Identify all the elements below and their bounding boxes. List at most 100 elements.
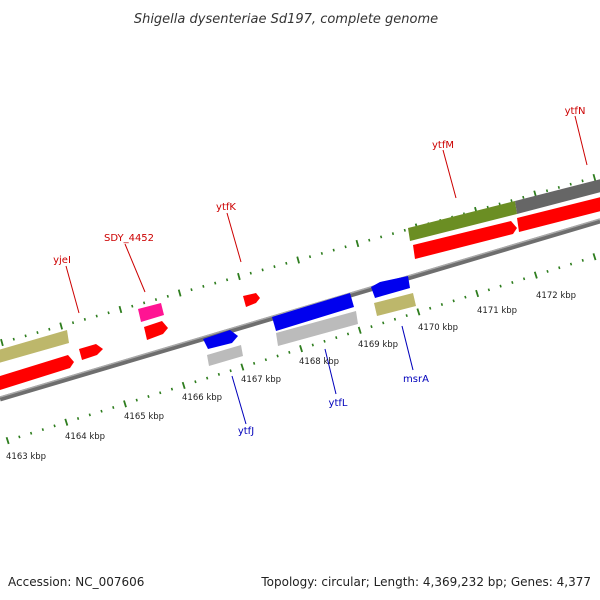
- major-tick: [357, 326, 362, 334]
- minor-tick: [320, 251, 323, 255]
- minor-tick: [393, 317, 397, 321]
- kbp-label: 4171 kbp: [477, 306, 517, 316]
- minor-tick: [311, 343, 314, 347]
- minor-tick: [346, 332, 350, 336]
- kbp-label: 4167 kbp: [241, 375, 281, 385]
- minor-tick: [53, 424, 56, 428]
- minor-tick: [273, 265, 276, 269]
- minor-tick: [166, 294, 169, 298]
- minor-tick: [190, 288, 193, 292]
- kbp-label: 4165 kbp: [124, 412, 164, 422]
- minor-tick: [206, 376, 209, 380]
- gene-feature: [276, 311, 358, 346]
- gene-label-ytfn: ytfN: [565, 106, 586, 117]
- minor-tick: [452, 299, 455, 303]
- accession-text: Accession: NC_007606: [8, 575, 144, 589]
- major-tick: [475, 289, 480, 298]
- minor-tick: [112, 406, 115, 409]
- minor-tick: [522, 277, 526, 281]
- minor-tick: [403, 228, 406, 232]
- forward-genes: [0, 179, 600, 390]
- minor-tick: [214, 281, 217, 285]
- minor-tick: [264, 358, 268, 362]
- gene-feature: [371, 276, 410, 298]
- kbp-label: 4169 kbp: [358, 340, 398, 350]
- gene-label-ytfl: ytfL: [329, 398, 348, 409]
- minor-tick: [261, 268, 264, 272]
- gene-feature: [203, 330, 238, 349]
- major-tick: [5, 437, 10, 445]
- tick-track-reverse: [5, 253, 597, 445]
- gene-feature: [243, 293, 260, 307]
- gene-feature: [79, 344, 103, 360]
- major-tick: [59, 322, 63, 330]
- minor-tick: [202, 284, 205, 288]
- minor-tick: [368, 238, 371, 242]
- gene-feature: [144, 321, 168, 340]
- major-tick: [0, 338, 4, 347]
- minor-tick: [335, 336, 338, 340]
- gene-feature: [517, 197, 600, 232]
- minor-tick: [344, 245, 347, 249]
- gene-label-ytfk: ytfK: [216, 202, 236, 213]
- minor-tick: [29, 431, 33, 435]
- minor-tick: [18, 435, 21, 439]
- minor-tick: [429, 306, 432, 310]
- kbp-label: 4164 kbp: [65, 432, 105, 442]
- minor-tick: [308, 255, 312, 259]
- minor-tick: [499, 284, 502, 288]
- major-tick: [533, 271, 538, 279]
- kbp-label: 4170 kbp: [418, 323, 458, 333]
- tick-track-forward: [0, 173, 597, 347]
- minor-tick: [24, 334, 27, 338]
- minor-tick: [159, 391, 162, 395]
- minor-tick: [142, 301, 146, 305]
- minor-tick: [288, 350, 291, 354]
- minor-tick: [370, 325, 373, 329]
- major-tick: [64, 418, 69, 426]
- gene-label-yjei: yjeI: [53, 255, 71, 266]
- gene-label-ytfj: ytfJ: [238, 426, 254, 437]
- minor-tick: [107, 311, 110, 315]
- minor-tick: [36, 331, 39, 335]
- major-tick: [181, 381, 186, 390]
- minor-tick: [249, 271, 252, 275]
- minor-tick: [88, 413, 91, 417]
- minor-tick: [276, 354, 279, 358]
- kbp-label: 4166 kbp: [182, 393, 222, 403]
- minor-tick: [391, 232, 395, 236]
- map-title: Shigella dysenteriae Sd197, complete gen…: [134, 12, 438, 27]
- minor-tick: [147, 394, 150, 398]
- gene-label-msra: msrA: [403, 374, 429, 385]
- minor-tick: [382, 321, 385, 325]
- minor-tick: [229, 369, 232, 373]
- major-tick: [240, 363, 245, 371]
- minor-tick: [332, 248, 335, 252]
- minor-tick: [405, 314, 408, 318]
- minor-tick: [569, 262, 573, 266]
- gene-label-ytfm: ytfM: [432, 140, 454, 151]
- minor-tick: [546, 269, 549, 273]
- minor-tick: [71, 321, 75, 325]
- major-tick: [355, 239, 360, 248]
- minor-tick: [217, 372, 221, 376]
- gene-label-sdy-4452: SDY_4452: [104, 233, 154, 244]
- scale-labels: 4163 kbp 4164 kbp 4165 kbp 4166 kbp 4167…: [6, 291, 576, 462]
- genome-summary-text: Topology: circular; Length: 4,369,232 bp…: [260, 575, 591, 589]
- gene-feature: [272, 293, 354, 331]
- minor-tick: [194, 380, 197, 384]
- minor-tick: [569, 182, 572, 186]
- minor-tick: [285, 261, 288, 265]
- major-tick: [237, 272, 241, 281]
- minor-tick: [76, 417, 80, 421]
- major-tick: [118, 305, 123, 314]
- minor-tick: [131, 304, 134, 308]
- gene-feature: [138, 303, 164, 322]
- minor-tick: [100, 409, 103, 413]
- gene-feature: [515, 179, 600, 214]
- minor-tick: [557, 185, 560, 189]
- gene-feature: [0, 355, 74, 390]
- minor-tick: [252, 361, 256, 365]
- forward-gene-labels: yjeI SDY_4452 ytfK ytfM ytfN: [53, 106, 588, 314]
